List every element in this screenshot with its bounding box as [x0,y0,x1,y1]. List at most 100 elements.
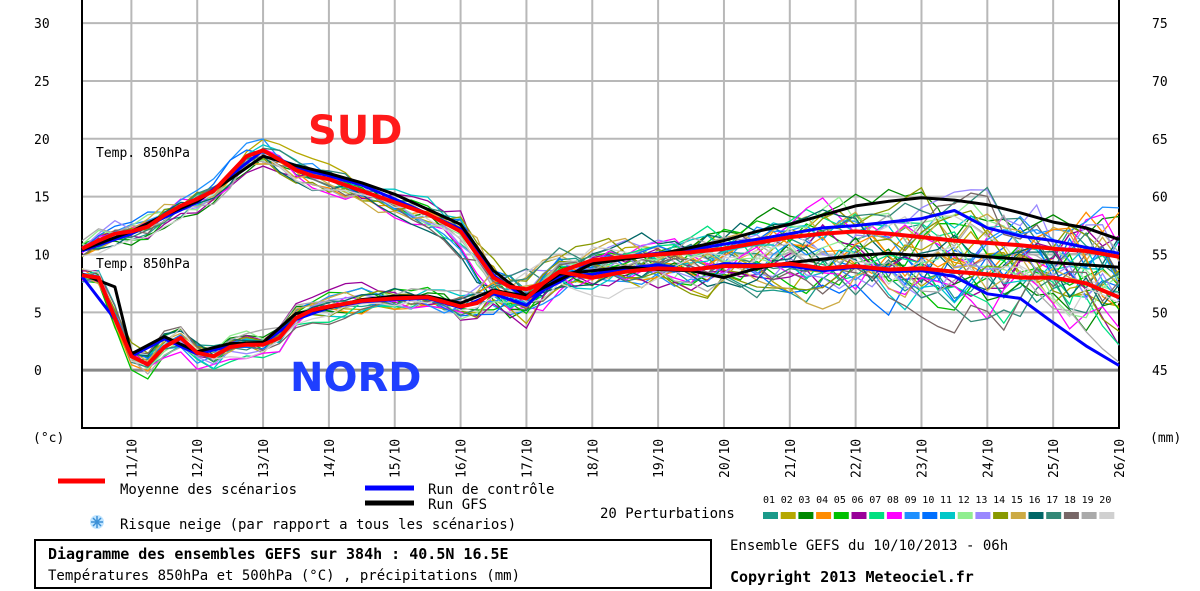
legend-gfs-label: Run GFS [428,497,487,513]
perturbation-swatch [1081,512,1097,519]
perturbation-number: 01 [763,495,775,506]
perturbation-line [81,158,1120,301]
x-tick-label: 17/10 [520,439,535,478]
perturbation-number: 11 [940,495,952,506]
legend-control-label: Run de contrôle [428,482,554,498]
perturbation-swatch [1010,512,1026,519]
perturbation-number: 13 [975,495,987,506]
perturbation-swatch [886,512,902,519]
chart-subtitle: Températures 850hPa et 500hPa (°C) , pré… [48,568,521,584]
perturbation-number: 02 [781,495,793,506]
label-sud: SUD [308,108,403,154]
ensemble-info: Ensemble GEFS du 10/10/2013 - 06h [730,538,1009,554]
perturbation-swatch [1028,512,1044,519]
series-line [81,261,1120,367]
perturbation-number: 08 [887,495,899,506]
x-tick-label: 23/10 [915,439,930,478]
perturbation-line [81,244,1120,370]
series-line [81,251,1120,356]
snowflake-icon [90,515,104,529]
perturbation-swatch [957,512,973,519]
perturbation-swatch [1063,512,1079,519]
x-axis: 11/10 12/10 13/10 14/10 15/10 16/10 17/10 18/10… [125,439,1128,478]
x-tick-label: 15/10 [389,439,404,478]
perturbation-line [81,163,1120,288]
perturbation-number: 04 [816,495,828,506]
label-nord: NORD [290,355,421,401]
annotation-temp-sud: Temp. 850hPa [96,146,190,161]
y-axis-right: 45 50 55 60 65 70 75 [1152,17,1168,379]
perturbation-swatch [780,512,796,519]
perturbation-swatch [975,512,991,519]
chart-title: Diagramme des ensembles GEFS sur 384h : … [48,545,509,563]
x-tick-label: 12/10 [191,439,206,478]
y-left-tick: 25 [34,75,50,90]
perturbation-line [81,227,1120,372]
perturbation-number: 03 [798,495,810,506]
x-tick-label: 13/10 [257,439,272,478]
x-tick-label: 21/10 [784,439,799,478]
perturbation-number: 10 [922,495,934,506]
perturbation-swatch [904,512,920,519]
main-series [80,148,1120,367]
title-box: Diagramme des ensembles GEFS sur 384h : … [34,539,712,589]
x-tick-label: 16/10 [455,439,470,478]
x-tick-label: 18/10 [586,439,601,478]
perturbation-number: 20 [1099,495,1111,506]
x-tick-label: 11/10 [125,439,140,478]
perturbation-number: 06 [852,495,864,506]
annotation-temp-nord: Temp. 850hPa [96,257,190,272]
y-left-tick: 0 [34,364,42,379]
perturbation-number: 12 [958,495,970,506]
y-left-tick: 20 [34,133,50,148]
y-right-tick: 75 [1152,17,1168,32]
perturbation-number: 15 [1011,495,1023,506]
y-right-tick: 60 [1152,191,1168,206]
series-line [81,148,1120,292]
y-axis-left: 0 5 10 15 20 25 30 [34,17,50,379]
perturbation-number: 19 [1082,495,1094,506]
y-right-tick: 55 [1152,248,1168,263]
series-line [81,154,1120,298]
y-right-tick: 70 [1152,75,1168,90]
x-tick-label: 19/10 [652,439,667,478]
y-right-tick: 45 [1152,364,1168,379]
perturbation-number: 18 [1064,495,1076,506]
x-tick-label: 20/10 [718,439,733,478]
perturbation-number: 14 [993,495,1005,506]
perturbation-swatch [993,512,1009,519]
perturbation-swatch [798,512,814,519]
perturbations-legend: 01 02 03 04 05 06 07 08 09 10 11 12 13 14 15 16 17 18 19 20 [763,495,1115,519]
perturbation-number: 16 [1029,495,1041,506]
perturbations-label: 20 Perturbations [600,506,735,522]
perturbation-line [81,234,1120,357]
perturbation-number: 17 [1046,495,1058,506]
legend-mean-label: Moyenne des scénarios [120,482,297,498]
y-left-tick: 10 [34,248,50,263]
x-tick-label: 14/10 [323,439,338,478]
x-tick-label: 25/10 [1047,439,1062,478]
perturbation-swatch [922,512,938,519]
x-tick-label: 22/10 [850,439,865,478]
perturbation-line [81,251,1120,375]
perturbation-number: 05 [834,495,846,506]
perturbation-swatch [869,512,885,519]
x-tick-label: 24/10 [981,439,996,478]
y-right-tick: 65 [1152,133,1168,148]
perturbation-swatch [763,512,778,519]
perturbation-number: 09 [905,495,917,506]
perturbation-line [81,242,1120,366]
copyright: Copyright 2013 Meteociel.fr [730,568,974,586]
y-left-tick: 30 [34,17,50,32]
y-right-unit: (mm) [1150,431,1181,446]
y-left-tick: 5 [34,306,42,321]
perturbation-swatch [1046,512,1062,519]
legend-snow-label: Risque neige (par rapport a tous les scé… [120,517,516,533]
x-tick-label: 26/10 [1113,439,1128,478]
perturbation-number: 07 [869,495,881,506]
perturbation-swatch [833,512,849,519]
y-right-tick: 50 [1152,306,1168,321]
perturbation-swatch [851,512,867,519]
perturbation-line [81,159,1120,309]
